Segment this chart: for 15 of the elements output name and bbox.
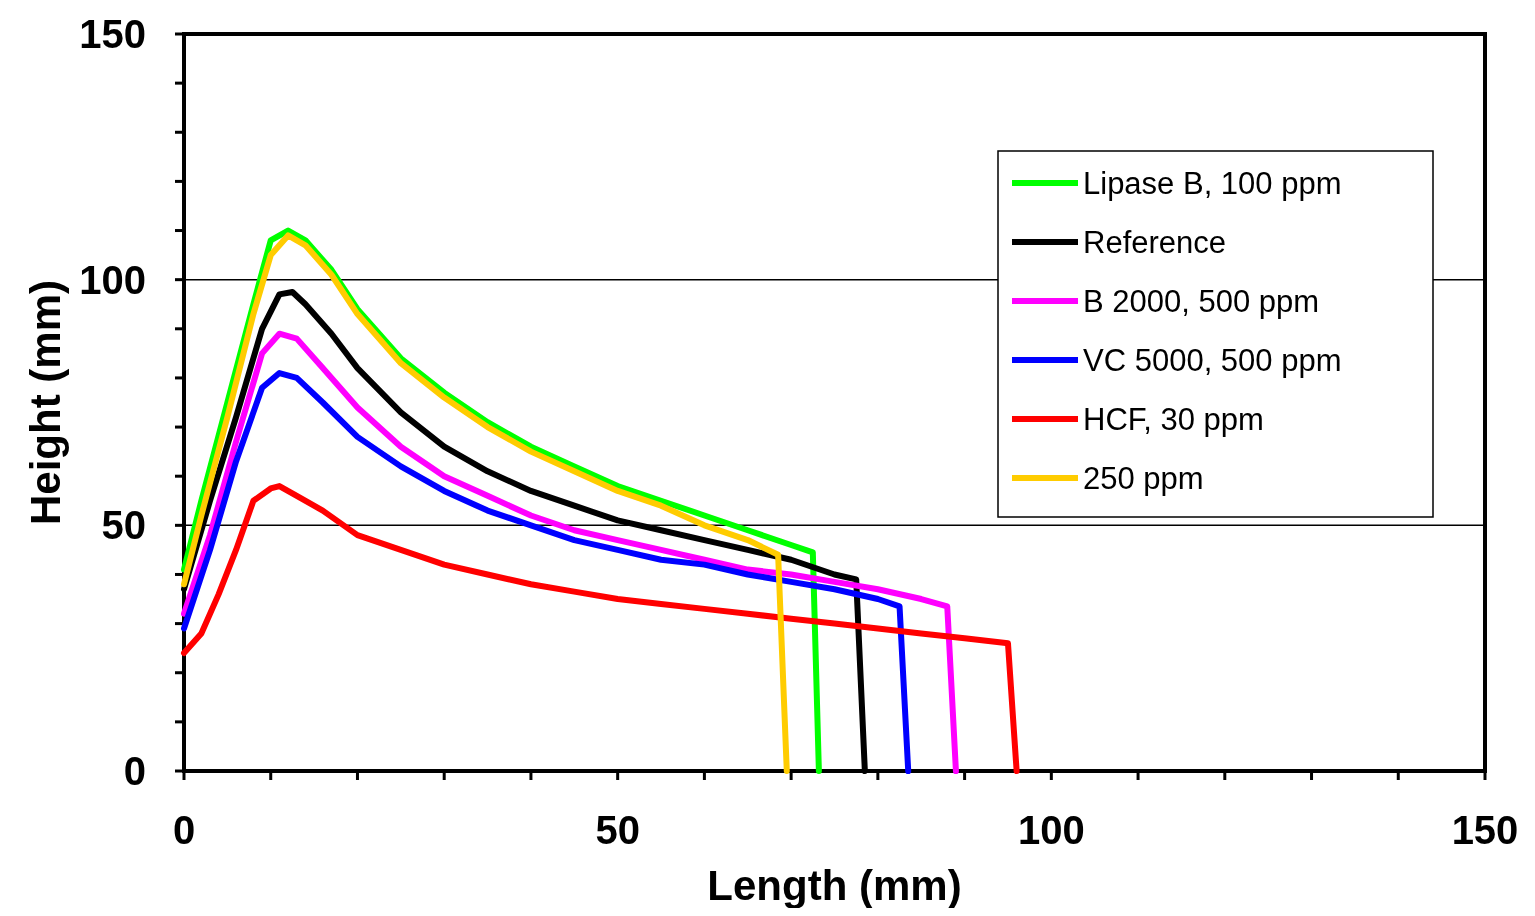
legend-label: VC 5000, 500 ppm bbox=[1083, 343, 1342, 378]
x-tick-label: 100 bbox=[1017, 808, 1085, 852]
y-tick-label: 100 bbox=[79, 257, 146, 302]
legend-label: B 2000, 500 ppm bbox=[1083, 284, 1320, 319]
legend-label: 250 ppm bbox=[1083, 461, 1204, 496]
y-tick-label: 150 bbox=[79, 12, 146, 56]
legend-label: Lipase B, 100 ppm bbox=[1083, 166, 1342, 201]
y-tick-label: 50 bbox=[101, 503, 146, 548]
x-tick-label: 0 bbox=[172, 808, 196, 852]
x-tick-label: 150 bbox=[1451, 808, 1519, 852]
legend-label: HCF, 30 ppm bbox=[1083, 402, 1264, 437]
legend-label: Reference bbox=[1083, 225, 1227, 260]
y-tick-label: 0 bbox=[123, 749, 146, 793]
x-tick-label: 50 bbox=[595, 808, 640, 852]
y-axis-title: Height (mm) bbox=[22, 280, 69, 525]
